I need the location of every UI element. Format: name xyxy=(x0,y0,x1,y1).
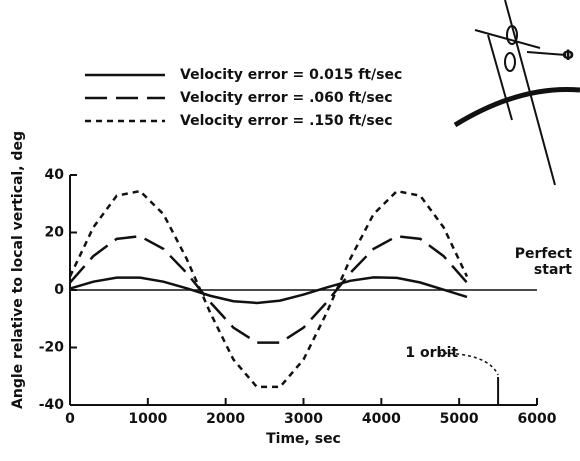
legend-label: Velocity error = .060 ft/sec xyxy=(180,90,393,106)
x-tick-label: 1000 xyxy=(128,411,167,427)
y-tick-label: 40 xyxy=(45,167,65,183)
orbit-label: 1 orbit xyxy=(405,345,458,361)
y-tick-label: -40 xyxy=(39,397,65,413)
legend-label: Velocity error = .150 ft/sec xyxy=(180,113,393,129)
y-tick-label: 0 xyxy=(54,282,64,298)
reference-label: start xyxy=(534,262,572,278)
y-tick-label: 20 xyxy=(45,225,65,241)
inset-diagram xyxy=(455,0,580,185)
y-tick-label: -20 xyxy=(39,340,65,356)
x-axis-label: Time, sec xyxy=(266,431,341,447)
inset-label: Φ xyxy=(562,48,574,64)
y-axis-label: Angle relative to local vertical, deg xyxy=(10,131,26,409)
reference-label: Perfect xyxy=(515,246,573,262)
legend-label: Velocity error = 0.015 ft/sec xyxy=(180,67,402,83)
x-tick-label: 3000 xyxy=(284,411,323,427)
x-tick-label: 6000 xyxy=(518,411,557,427)
chart: Φ -40 -20 0 20 40 0 1000 2000 3000 4000 5000 6000 Ti… xyxy=(0,0,580,457)
x-tick-label: 4000 xyxy=(362,411,401,427)
x-tick-label: 0 xyxy=(65,411,75,427)
x-tick-label: 2000 xyxy=(206,411,245,427)
x-tick-label: 5000 xyxy=(440,411,479,427)
page: Φ -40 -20 0 20 40 0 1000 2000 3000 4000 5000 6000 Ti… xyxy=(0,0,580,461)
